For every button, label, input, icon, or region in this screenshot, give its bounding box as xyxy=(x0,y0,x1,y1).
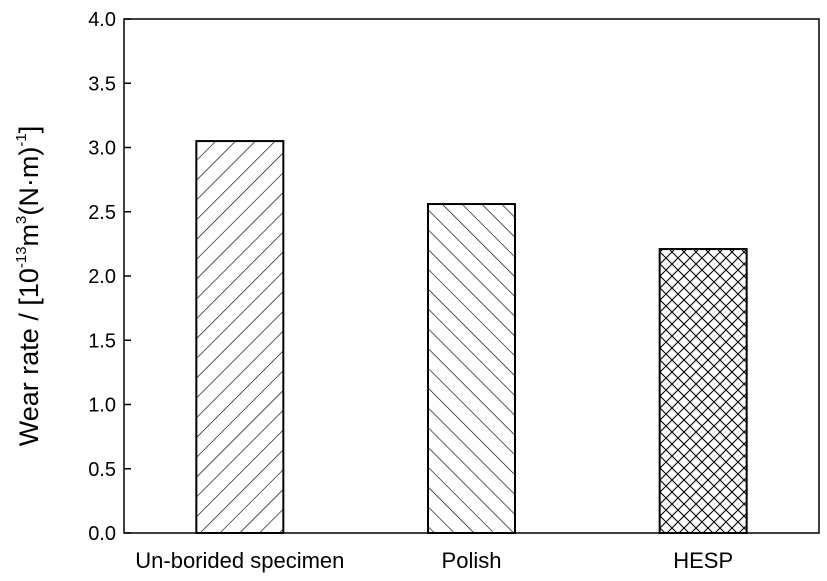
y-tick-label: 1.0 xyxy=(88,395,116,417)
plot-frame xyxy=(123,18,820,534)
y-tick-label: 3.0 xyxy=(88,138,116,160)
y-tick-label: 1.5 xyxy=(88,330,116,352)
y-tick-label: 4.0 xyxy=(88,9,116,31)
bar-un-borided-specimen xyxy=(195,140,285,534)
y-tick-label: 3.5 xyxy=(88,73,116,95)
y-tick-label: 2.5 xyxy=(88,202,116,224)
y-axis-title: Wear rate / [10-13m3(N·m)-1] xyxy=(13,126,44,446)
y-tick-label: 0.0 xyxy=(88,523,116,545)
bar-polish xyxy=(427,203,516,534)
y-axis-label: Wear rate / [10-13m3(N·m)-1] xyxy=(13,126,44,446)
y-ticks: 0.0 0.5 1.0 1.5 2.0 2.5 3.0 3.5 4.0 xyxy=(88,9,131,545)
x-labels: Un-borided specimen Polish HESP xyxy=(135,548,733,573)
bars xyxy=(195,140,748,534)
x-tick-label: Polish xyxy=(442,548,502,573)
x-tick-label: HESP xyxy=(673,548,733,573)
bar-hesp xyxy=(658,248,748,534)
x-tick-label: Un-borided specimen xyxy=(135,548,344,573)
y-tick-label: 0.5 xyxy=(88,459,116,481)
y-tick-label: 2.0 xyxy=(88,266,116,288)
